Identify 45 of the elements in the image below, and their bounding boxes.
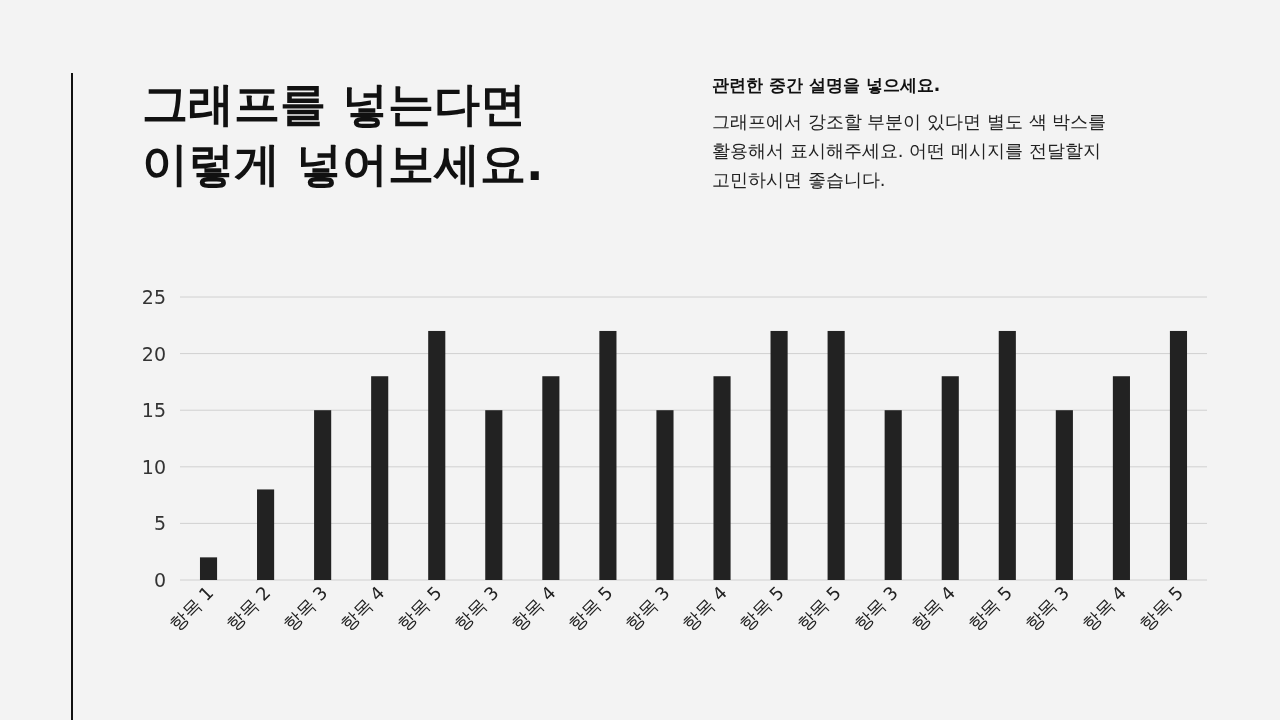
text: 그래프에서 강조할 부분이 있다면 별도 색 박스를 활용해서 표시해주세요. 어떤 메시지를 전달할지 고민하시면 좋습니다.: [712, 111, 1107, 190]
bar: [599, 330, 617, 580]
chart-subtitle: 관련한 중간 설명을 넣으세요.: [712, 75, 941, 95]
y-tick-label: 5: [153, 512, 166, 535]
y-tick-label: 25: [141, 286, 166, 308]
x-tick-label: 항목 4: [1077, 581, 1131, 635]
x-tick-label: 항목 5: [1134, 581, 1188, 635]
x-tick-label: 항목 3: [1020, 581, 1074, 635]
bar: [485, 410, 503, 580]
x-tick-label: 항목 3: [849, 581, 903, 635]
y-tick-label: 10: [141, 455, 166, 478]
bar: [770, 330, 788, 580]
bar: [428, 330, 446, 580]
bar: [656, 410, 674, 580]
bar: [884, 410, 902, 580]
bar: [1112, 376, 1130, 580]
bar: [1169, 330, 1188, 580]
x-tick-label: 항목 5: [735, 581, 788, 635]
bar: [713, 376, 731, 580]
bar: [257, 489, 275, 580]
x-tick-label: 항목 4: [507, 581, 560, 635]
x-tick-label: 항목 3: [621, 581, 674, 635]
x-tick-label: 항목 4: [336, 581, 389, 635]
bar: [1055, 410, 1073, 580]
x-tick-label: 항목 4: [678, 581, 731, 635]
x-tick-label: 항목 5: [963, 581, 1017, 635]
x-tick-label: 항목 5: [393, 581, 446, 635]
bar: [941, 376, 959, 580]
chart-title: 그래프를 넣는다면 이렇게 넣어보세요.: [142, 77, 544, 191]
bar: [827, 330, 845, 580]
x-tick-label: 항목 3: [450, 581, 503, 635]
y-tick-label: 20: [141, 342, 166, 365]
bar: [542, 376, 560, 580]
x-tick-label: 항목 1: [164, 581, 218, 635]
x-tick-label: 항목 3: [279, 581, 332, 635]
x-tick-label: 항목 5: [564, 581, 617, 635]
x-tick-label: 항목 5: [792, 581, 845, 635]
y-tick-label: 15: [141, 399, 166, 422]
x-tick-label: 항목 2: [221, 581, 275, 635]
bar: [998, 330, 1016, 580]
y-tick-label: 0: [153, 569, 166, 591]
bar: [199, 557, 218, 580]
bar: [314, 410, 332, 580]
bar: [371, 376, 389, 580]
x-tick-label: 항목 4: [906, 581, 960, 635]
